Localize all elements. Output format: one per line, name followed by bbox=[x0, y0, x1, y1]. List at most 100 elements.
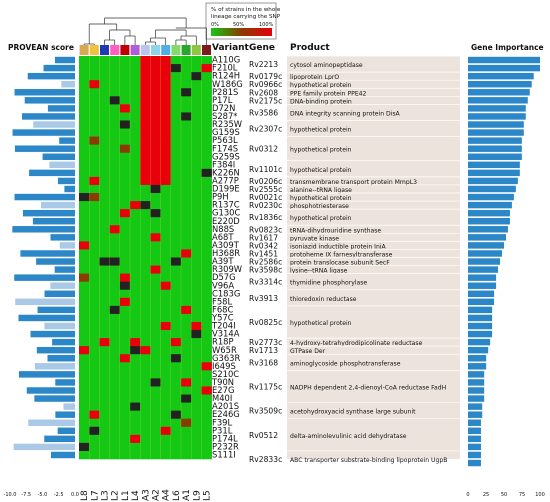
heatmap-cell bbox=[99, 442, 110, 452]
heatmap-cell bbox=[109, 136, 121, 145]
heatmap-cell bbox=[150, 346, 161, 355]
importance-bar bbox=[468, 258, 501, 265]
heatmap-cell bbox=[201, 394, 212, 403]
heatmap-cell bbox=[89, 209, 100, 218]
heatmap-cell bbox=[119, 297, 131, 307]
heatmap-cell bbox=[191, 104, 202, 113]
heatmap-cell bbox=[109, 346, 121, 355]
heatmap-cell bbox=[140, 450, 151, 460]
provean-header: PROVEAN score bbox=[8, 43, 74, 52]
heatmap-cell bbox=[79, 128, 90, 137]
provean-bar bbox=[34, 363, 75, 370]
importance-tick-label: 25 bbox=[483, 492, 489, 498]
gene-product: PPE family protein PPE42 bbox=[290, 90, 367, 97]
gene-id: Rv1713 bbox=[249, 346, 278, 355]
heatmap-cell bbox=[130, 128, 141, 137]
heatmap-cell bbox=[89, 289, 100, 299]
heatmap-cell bbox=[160, 249, 172, 258]
heatmap-cell bbox=[140, 394, 151, 403]
variant-label: H368R bbox=[212, 248, 240, 258]
heatmap-cell bbox=[79, 144, 90, 154]
heatmap-cell bbox=[109, 160, 121, 170]
heatmap-cell bbox=[119, 184, 131, 194]
heatmap-cell bbox=[99, 168, 110, 178]
heatmap-cell bbox=[79, 80, 90, 89]
heatmap-cell bbox=[130, 330, 141, 339]
legend: % of strains in the whole lineage carryi… bbox=[205, 2, 281, 40]
importance-bar bbox=[468, 226, 508, 233]
heatmap-cell bbox=[109, 321, 121, 331]
heatmap-cell bbox=[150, 354, 161, 363]
heatmap-cell bbox=[170, 249, 182, 258]
heatmap-cell bbox=[130, 209, 141, 218]
heatmap-cell bbox=[99, 362, 110, 371]
heatmap-cell bbox=[150, 289, 161, 299]
heatmap-cell bbox=[181, 88, 192, 97]
importance-bar bbox=[468, 201, 512, 209]
heatmap-cell bbox=[150, 80, 161, 89]
provean-bar bbox=[50, 234, 75, 241]
heatmap-cell bbox=[89, 104, 100, 113]
heatmap-cell bbox=[109, 273, 121, 282]
heatmap-cell bbox=[181, 289, 192, 299]
heatmap-cell bbox=[150, 330, 161, 339]
heatmap-cell bbox=[99, 104, 110, 113]
heatmap-cell bbox=[119, 152, 131, 162]
heatmap-cell bbox=[201, 209, 212, 218]
heatmap-cell bbox=[181, 321, 192, 331]
heatmap-cell bbox=[99, 64, 110, 73]
heatmap-cell bbox=[201, 281, 212, 291]
heatmap-cell bbox=[99, 88, 110, 97]
heatmap-cell bbox=[191, 88, 202, 97]
heatmap-cell bbox=[119, 346, 131, 355]
heatmap-cell bbox=[201, 402, 212, 411]
provean-bar bbox=[50, 451, 75, 459]
heatmap-cell bbox=[79, 442, 90, 452]
gene-product: protoheme IX farnesyltransferase bbox=[290, 251, 393, 258]
heatmap-cell bbox=[99, 281, 110, 291]
heatmap-cell bbox=[99, 410, 110, 419]
heatmap-cell bbox=[170, 88, 182, 97]
provean-bar bbox=[14, 193, 76, 201]
heatmap-cell bbox=[201, 378, 212, 387]
heatmap-cell bbox=[89, 394, 100, 403]
heatmap-cell bbox=[99, 330, 110, 339]
heatmap-cell bbox=[79, 313, 90, 323]
heatmap-cell bbox=[140, 160, 151, 170]
heatmap-cell bbox=[79, 120, 90, 129]
variant-label: R309W bbox=[212, 264, 242, 274]
heatmap-cell bbox=[79, 297, 90, 307]
heatmap-cell bbox=[99, 201, 110, 210]
heatmap-cell bbox=[99, 233, 110, 242]
heatmap-cell bbox=[201, 241, 212, 250]
importance-bar bbox=[468, 64, 540, 72]
heatmap-cell bbox=[130, 305, 141, 315]
variant-label: K226N bbox=[212, 167, 240, 177]
heatmap-cell bbox=[119, 330, 131, 339]
importance-bar bbox=[468, 395, 485, 402]
heatmap-cell bbox=[160, 418, 172, 428]
heatmap-cell bbox=[99, 418, 110, 428]
heatmap-cell bbox=[201, 193, 212, 202]
variant-label: E27G bbox=[212, 385, 234, 395]
heatmap-cell bbox=[99, 120, 110, 129]
heatmap-cell bbox=[160, 410, 172, 419]
heatmap-cell bbox=[170, 104, 182, 113]
heatmap-cell bbox=[140, 72, 151, 81]
variant-label: D72N bbox=[212, 103, 235, 113]
heatmap-cell bbox=[89, 426, 100, 436]
lineage-label: A1 bbox=[182, 489, 192, 501]
heatmap-cell bbox=[181, 257, 192, 266]
heatmap-cell bbox=[191, 233, 202, 242]
heatmap-cell bbox=[160, 297, 172, 307]
heatmap-cell bbox=[201, 112, 212, 121]
heatmap-cell bbox=[89, 305, 100, 315]
heatmap-cell bbox=[181, 249, 192, 258]
variant-label: T90N bbox=[211, 377, 234, 387]
heatmap-cell bbox=[181, 56, 192, 65]
provean-bar bbox=[63, 403, 75, 410]
heatmap-cell bbox=[170, 354, 182, 363]
heatmap-cell bbox=[170, 56, 182, 65]
heatmap-cell bbox=[119, 289, 131, 299]
heatmap-cell bbox=[79, 56, 90, 65]
